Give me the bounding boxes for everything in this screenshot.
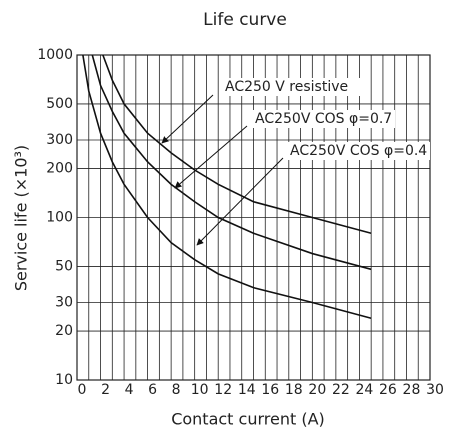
y-tick-label: 30 — [55, 294, 73, 310]
y-tick-label: 50 — [55, 258, 73, 274]
x-axis-label: Contact current (A) — [171, 410, 325, 429]
chart-title: Life curve — [203, 10, 287, 30]
x-tick-label: 4 — [125, 382, 134, 398]
x-tick-label: 30 — [426, 382, 444, 398]
leader-arrow — [161, 94, 214, 144]
x-tick-label: 0 — [78, 382, 87, 398]
y-tick-label: 100 — [46, 210, 73, 226]
x-tick-label: 20 — [308, 382, 326, 398]
x-tick-label: 24 — [355, 382, 373, 398]
y-tick-label: 1000 — [37, 47, 73, 63]
x-tick-label: 12 — [214, 382, 232, 398]
y-tick-label: 20 — [55, 323, 73, 339]
x-tick-label: 16 — [261, 382, 279, 398]
x-tick-label: 6 — [148, 382, 157, 398]
y-axis-label: Service life (×10³) — [12, 145, 31, 291]
x-tick-label: 14 — [238, 382, 256, 398]
label-bg — [288, 142, 430, 160]
x-tick-label: 10 — [191, 382, 209, 398]
leader-arrow — [196, 157, 284, 246]
curve — [82, 54, 372, 319]
plot-frame — [76, 54, 431, 381]
curve-label: AC250V COS φ=0.7 — [255, 111, 392, 127]
y-tick-label: 300 — [46, 132, 73, 148]
x-tick-label: 8 — [172, 382, 181, 398]
y-tick-label: 10 — [55, 372, 73, 388]
leader-arrow — [174, 125, 248, 189]
curve-label: AC250V COS φ=0.4 — [290, 143, 427, 159]
x-tick-label: 22 — [332, 382, 350, 398]
x-tick-label: 28 — [403, 382, 421, 398]
y-tick-label: 500 — [46, 96, 73, 112]
curve — [91, 54, 372, 271]
y-tick-label: 200 — [46, 161, 73, 177]
x-tick-label: 26 — [379, 382, 397, 398]
curve-label: AC250 V resistive — [225, 79, 348, 95]
curve — [102, 54, 372, 235]
x-tick-label: 18 — [285, 382, 303, 398]
x-tick-label: 2 — [101, 382, 110, 398]
label-bg — [223, 78, 365, 96]
label-bg — [253, 110, 395, 128]
